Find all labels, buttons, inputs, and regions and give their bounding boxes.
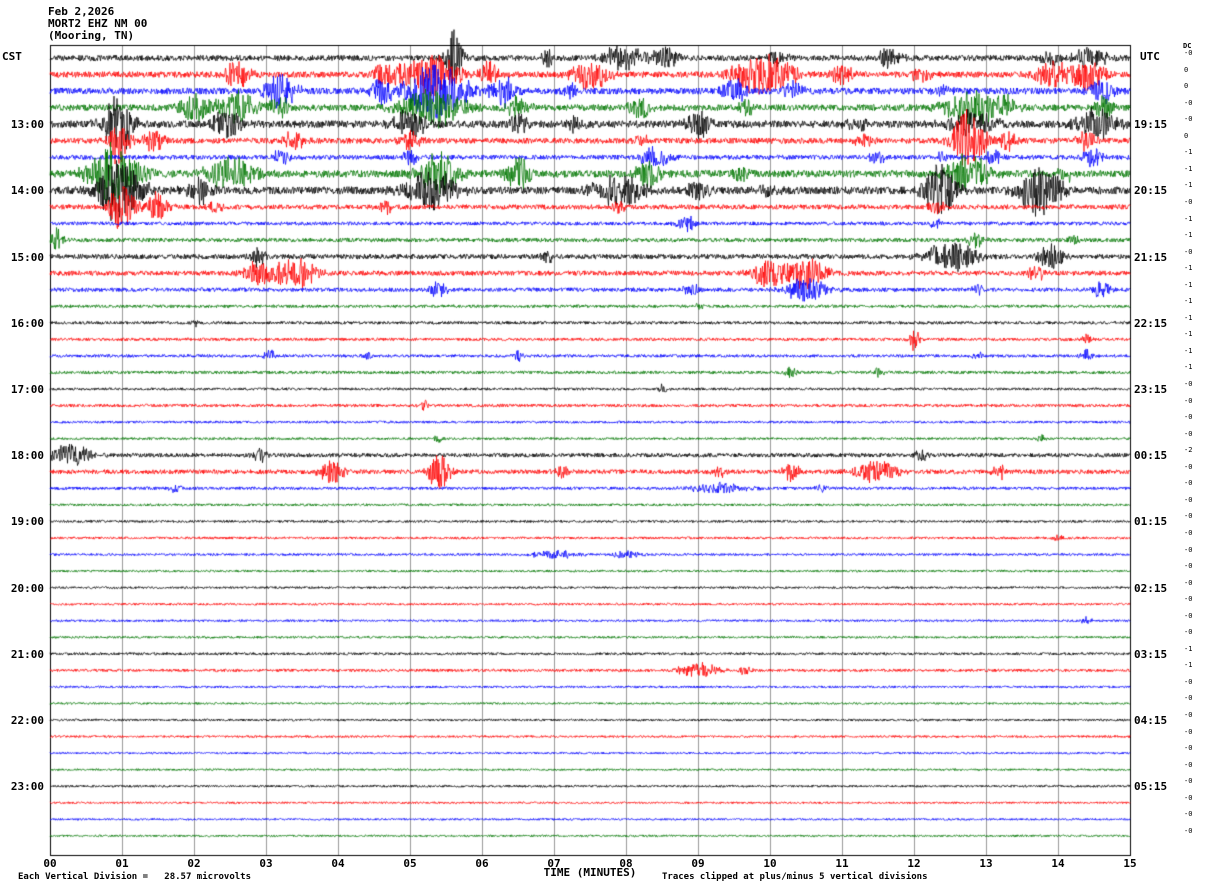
right-time-label: 03:15 <box>1134 647 1168 661</box>
scale-note: Each Vertical Division = 28.57 microvolt… <box>18 872 251 882</box>
dc-offset-value: -0 <box>1184 727 1193 736</box>
dc-offset-value: -1 <box>1184 363 1193 372</box>
dc-offset-value: -0 <box>1184 479 1193 488</box>
dc-offset-value: 0 <box>1184 131 1189 140</box>
dc-offset-value: -1 <box>1184 164 1193 173</box>
x-axis-tick-label: 13 <box>979 857 993 870</box>
x-axis-tick-label: 06 <box>475 857 489 870</box>
x-axis-tick-label: 00 <box>43 857 57 870</box>
x-axis-title: TIME (MINUTES) <box>543 866 637 879</box>
dc-offset-value: -0 <box>1184 677 1193 686</box>
dc-offset-value: -0 <box>1184 98 1193 107</box>
dc-offset-value: -0 <box>1184 197 1193 206</box>
x-axis-tick-label: 15 <box>1123 857 1137 870</box>
x-axis-tick-label: 14 <box>1051 857 1065 870</box>
right-timezone-label: UTC <box>1140 50 1160 63</box>
dc-offset-value: -1 <box>1184 280 1193 289</box>
dc-offset-value: -0 <box>1184 512 1193 521</box>
dc-offset-value: -0 <box>1184 578 1193 587</box>
dc-offset-value: -0 <box>1184 495 1193 504</box>
header-date: Feb 2,2026 <box>48 5 115 18</box>
right-time-label: 19:15 <box>1134 118 1168 132</box>
dc-offset-value: -0 <box>1184 694 1193 703</box>
dc-offset-value: -0 <box>1184 413 1193 422</box>
x-axis-tick-label: 12 <box>907 857 921 870</box>
right-time-label: 05:15 <box>1134 780 1168 794</box>
dc-offset-value: 0 <box>1184 65 1189 74</box>
dc-offset-value: -1 <box>1184 264 1193 273</box>
dc-offset-value: -0 <box>1184 545 1193 554</box>
dc-offset-value: -1 <box>1184 148 1193 157</box>
dc-offset-value: -0 <box>1184 462 1193 471</box>
dc-offset-value: -0 <box>1184 528 1193 537</box>
right-time-label: 02:15 <box>1134 581 1168 595</box>
dc-offset-value: -0 <box>1184 628 1193 637</box>
x-axis-tick-label: 05 <box>403 857 417 870</box>
dc-offset-value: -0 <box>1184 247 1193 256</box>
dc-offset-value: -0 <box>1184 760 1193 769</box>
dc-offset-value: -1 <box>1184 214 1193 223</box>
right-time-label: 01:15 <box>1134 515 1168 529</box>
left-time-label: 14:00 <box>10 184 44 198</box>
dc-offset-value: -1 <box>1184 330 1193 339</box>
dc-offset-value: -1 <box>1184 231 1193 240</box>
dc-offset-value: -0 <box>1184 380 1193 388</box>
left-time-label: 19:00 <box>10 515 44 529</box>
left-time-label: 15:00 <box>10 250 44 264</box>
dc-offset-value: -0 <box>1184 115 1193 124</box>
dc-offset-value: -0 <box>1184 810 1193 819</box>
x-axis-tick-label: 01 <box>115 857 129 870</box>
dc-offset-value: -0 <box>1184 744 1193 753</box>
x-axis-tick-label: 09 <box>691 857 705 870</box>
header-station: MORT2 EHZ NM 00 <box>48 17 148 30</box>
right-time-label: 04:15 <box>1134 714 1168 727</box>
x-axis-tick-label: 11 <box>835 857 849 870</box>
dc-offset-value: -0 <box>1184 711 1193 719</box>
left-time-label: 17:00 <box>10 383 44 396</box>
dc-offset-value: -0 <box>1184 562 1193 571</box>
dc-column-label: DC <box>1183 42 1192 50</box>
x-axis-tick-label: 02 <box>187 857 201 870</box>
x-axis-tick-label: 08 <box>619 857 633 870</box>
clip-note: Traces clipped at plus/minus 5 vertical … <box>662 872 928 882</box>
dc-offset-value: -1 <box>1184 181 1193 190</box>
dc-offset-value: -2 <box>1184 446 1193 455</box>
right-time-label: 21:15 <box>1134 250 1168 264</box>
right-time-label: 20:15 <box>1134 184 1168 198</box>
dc-offset-value: -0 <box>1184 396 1193 405</box>
x-axis-tick-label: 03 <box>259 857 273 870</box>
right-time-label: 23:15 <box>1134 383 1168 396</box>
dc-offset-value: 0 <box>1184 82 1189 91</box>
right-time-label: 00:15 <box>1134 449 1168 463</box>
dc-offset-value: -0 <box>1184 49 1193 57</box>
dc-offset-value: -1 <box>1184 661 1193 670</box>
dc-offset-value: -0 <box>1184 826 1193 835</box>
dc-offset-value: -0 <box>1184 777 1193 786</box>
left-time-label: 13:00 <box>10 118 44 132</box>
left-time-label: 21:00 <box>10 647 44 661</box>
left-time-label: 16:00 <box>10 316 44 330</box>
right-time-label: 22:15 <box>1134 316 1168 330</box>
x-axis-tick-label: 07 <box>547 857 561 870</box>
left-time-label: 23:00 <box>10 780 44 794</box>
x-axis-tick-label: 04 <box>331 857 345 870</box>
left-time-label: 18:00 <box>10 449 44 463</box>
left-timezone-label: CST <box>2 50 22 63</box>
dc-offset-value: -0 <box>1184 793 1193 802</box>
dc-offset-value: -1 <box>1184 346 1193 355</box>
dc-offset-value: -0 <box>1184 429 1193 438</box>
left-time-label: 22:00 <box>10 714 44 727</box>
dc-offset-value: -1 <box>1184 644 1193 653</box>
x-axis-tick-label: 10 <box>763 857 777 870</box>
header-location: (Mooring, TN) <box>48 29 135 42</box>
dc-offset-value: -1 <box>1184 297 1193 306</box>
dc-offset-value: -0 <box>1184 611 1193 620</box>
dc-offset-value: -0 <box>1184 595 1193 604</box>
left-time-label: 20:00 <box>10 581 44 595</box>
dc-offset-value: -1 <box>1184 313 1193 322</box>
